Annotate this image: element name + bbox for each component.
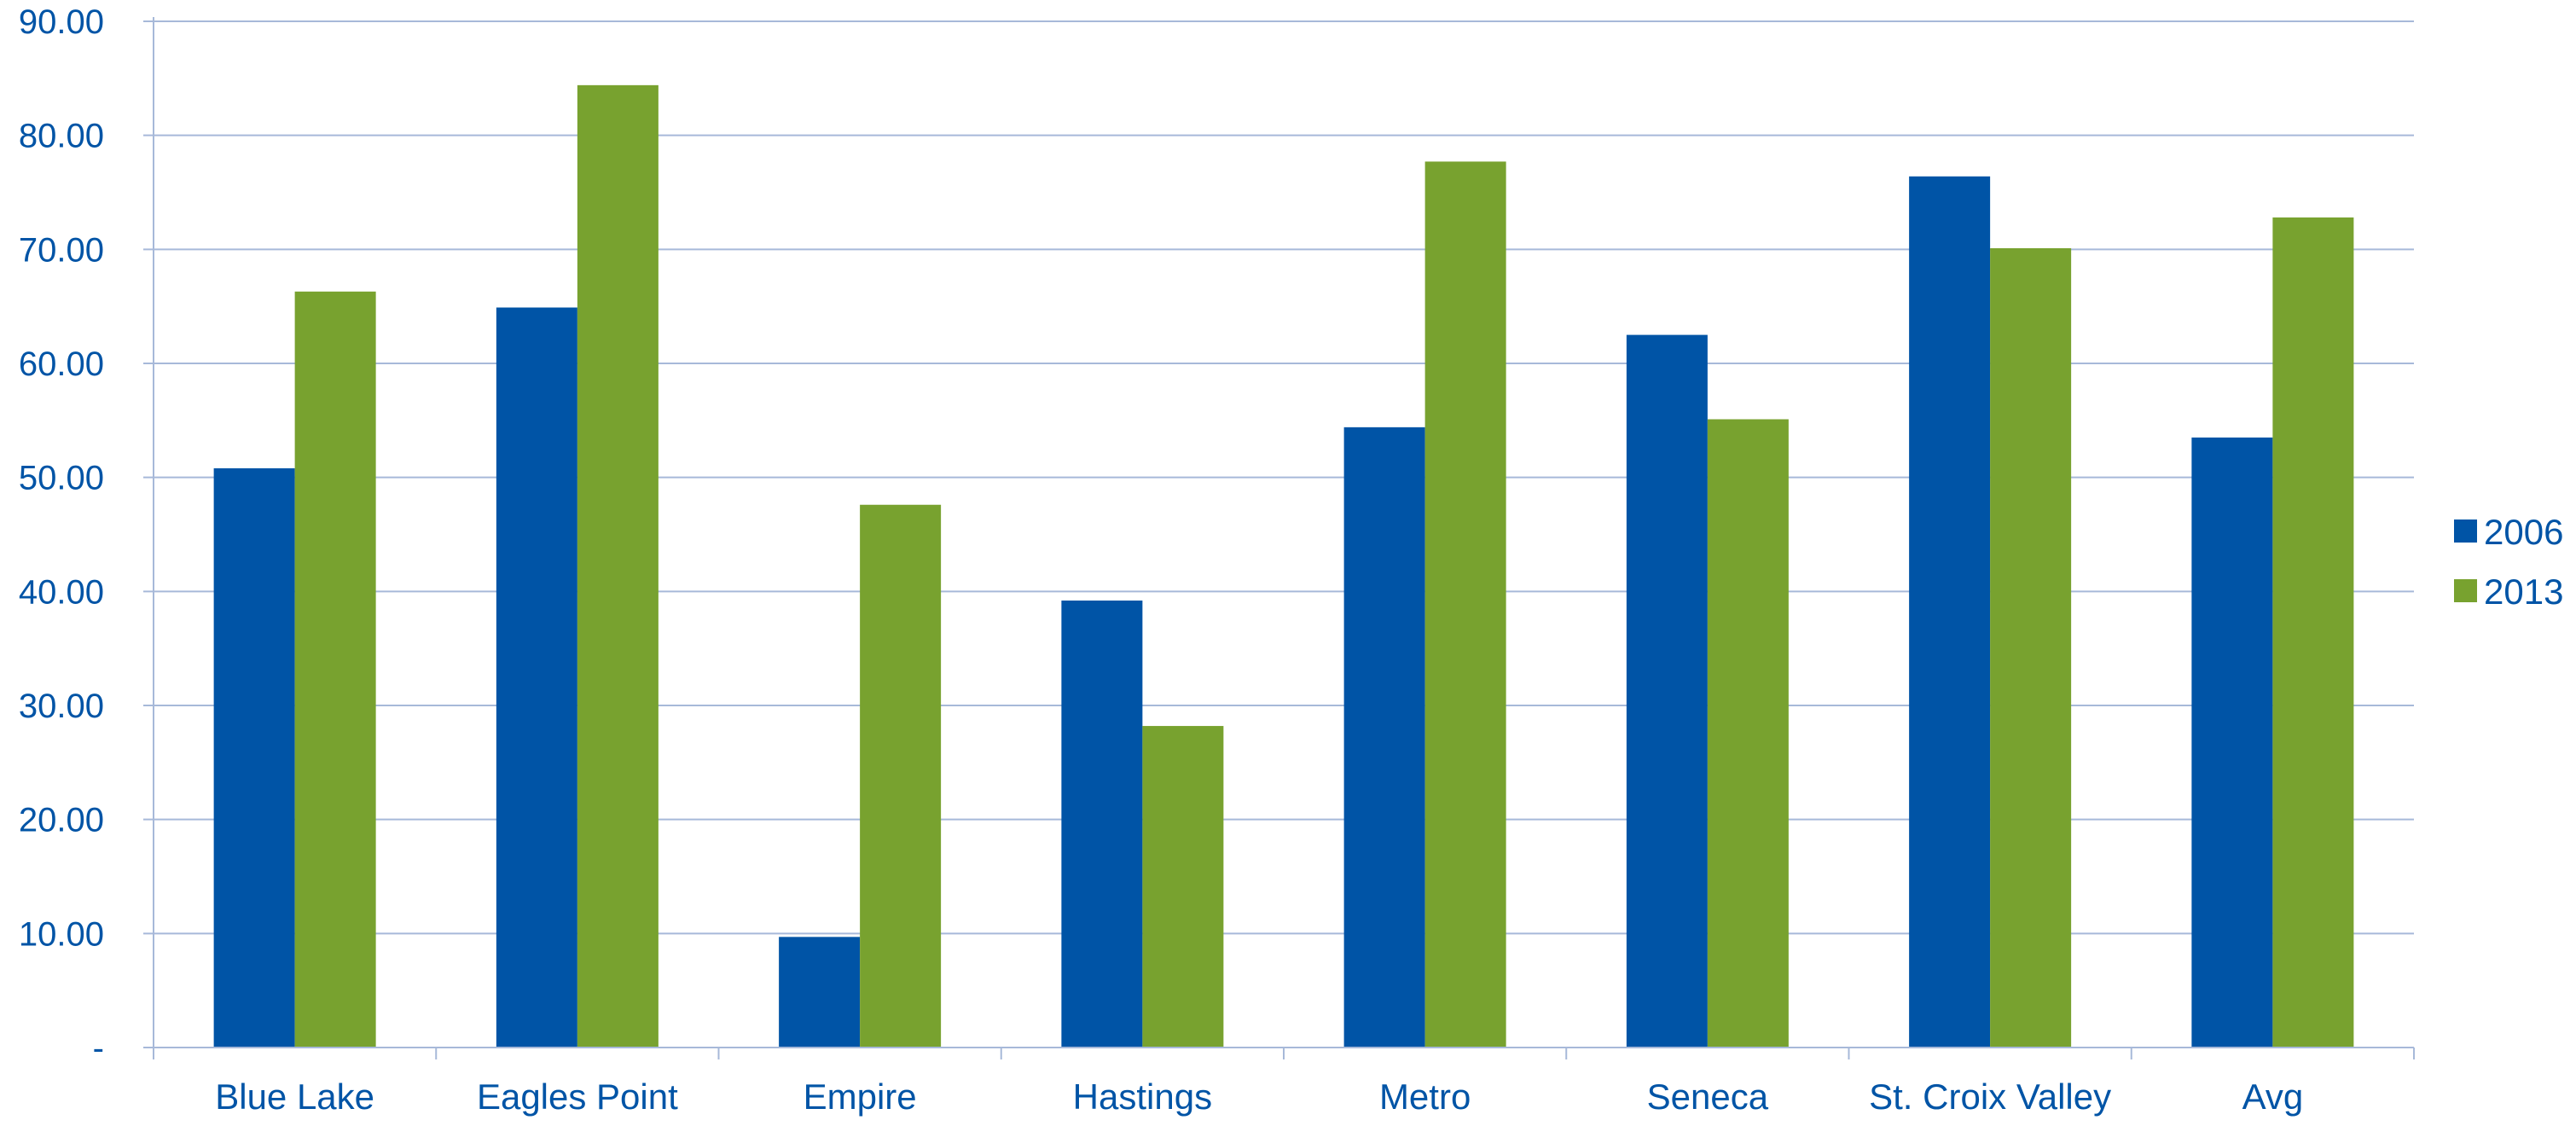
x-tick-label: St. Croix Valley [1869, 1077, 2111, 1117]
legend: 2006 2013 [2454, 512, 2563, 612]
bar-2006-0 [213, 467, 295, 1048]
y-tick-label: - [93, 1030, 104, 1067]
y-tick-label: 60.00 [19, 345, 104, 383]
bars [213, 84, 2354, 1048]
bar-2013-0 [294, 291, 376, 1048]
y-tick-label: 20.00 [19, 802, 104, 839]
legend-swatch-2013 [2454, 579, 2477, 602]
bar-2013-6 [1990, 247, 2072, 1048]
bar-2006-5 [1626, 334, 1708, 1048]
x-tick-label: Seneca [1647, 1077, 1769, 1117]
y-tick-label: 40.00 [19, 573, 104, 611]
bar-2006-4 [1343, 427, 1425, 1048]
bar-2006-1 [496, 307, 577, 1048]
bar-2013-7 [2272, 217, 2354, 1048]
bar-2013-3 [1142, 726, 1224, 1048]
bar-2013-4 [1424, 161, 1506, 1048]
y-tick-label: 50.00 [19, 460, 104, 497]
legend-label-2006: 2006 [2484, 512, 2563, 552]
bar-2006-3 [1061, 601, 1143, 1048]
y-tick-label: 10.00 [19, 915, 104, 953]
axes: - 10.00 20.00 30.00 40.00 50.00 60.00 70.00 80.0… [19, 3, 2415, 1117]
x-tick-label: Blue Lake [215, 1077, 374, 1117]
bar-2006-2 [779, 937, 861, 1048]
x-tick-label: Avg [2242, 1077, 2304, 1117]
y-tick-label: 80.00 [19, 118, 104, 155]
x-tick-label: Eagles Point [477, 1077, 678, 1117]
bar-2013-2 [860, 504, 942, 1048]
x-tick-label: Empire [804, 1077, 917, 1117]
x-tick-label: Metro [1379, 1077, 1471, 1117]
y-tick-label: 90.00 [19, 3, 104, 41]
y-tick-label: 30.00 [19, 688, 104, 725]
bar-2013-5 [1707, 419, 1789, 1048]
x-tick-label: Hastings [1073, 1077, 1212, 1117]
y-tick-label: 70.00 [19, 231, 104, 269]
legend-swatch-2006 [2454, 519, 2477, 543]
legend-label-2013: 2013 [2484, 572, 2563, 612]
bar-2013-1 [577, 84, 659, 1048]
bar-2006-6 [1909, 176, 1991, 1048]
gridlines [143, 20, 2414, 1048]
bar-2006-7 [2191, 437, 2273, 1048]
